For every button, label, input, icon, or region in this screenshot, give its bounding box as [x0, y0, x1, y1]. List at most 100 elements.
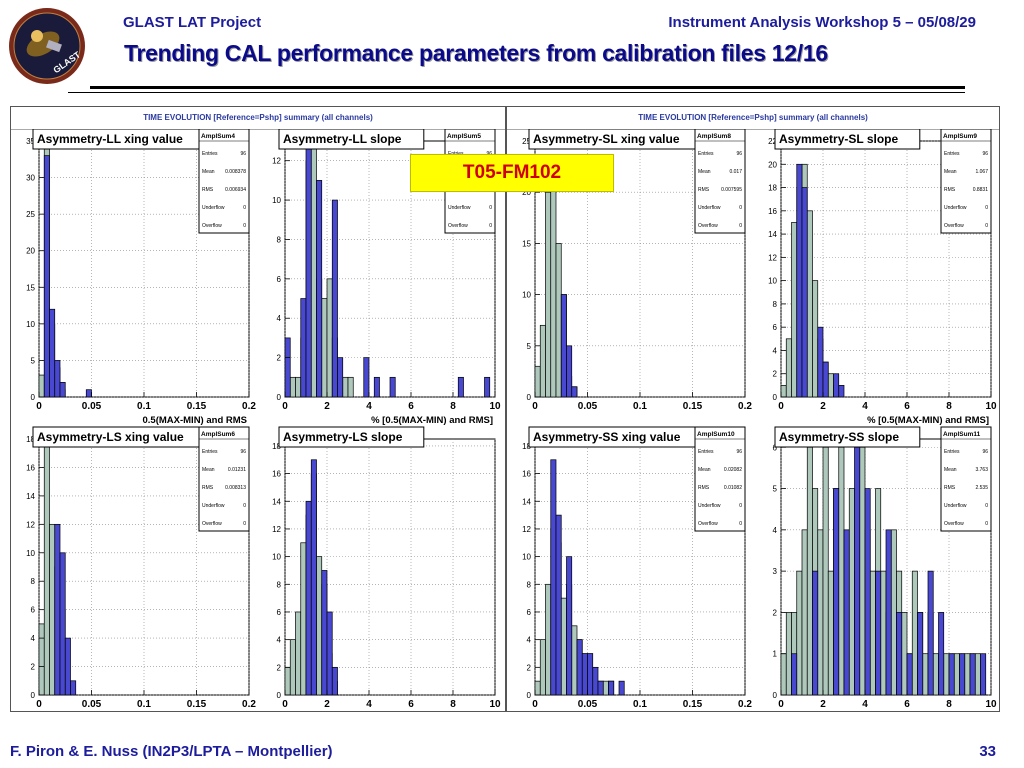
x-tick-label: 0.2 [242, 699, 256, 710]
y-tick-label: 20 [768, 160, 777, 169]
stats-box [198, 129, 250, 234]
stats-value: 0.01082 [724, 485, 742, 491]
stats-label: Underflow [202, 205, 225, 211]
stats-label: Entries [202, 449, 218, 455]
glast-logo-icon: GLAST [9, 8, 85, 84]
histogram-bar [342, 376, 349, 398]
x-tick-label: 0.1 [633, 401, 647, 412]
stats-label: Underflow [698, 205, 721, 211]
histogram-bar [822, 361, 829, 398]
histogram-bar [49, 308, 56, 398]
histogram-bar [812, 570, 819, 696]
x-tick-label: 0.15 [683, 699, 703, 710]
y-tick-label: 10 [522, 291, 531, 300]
x-tick-label: 0 [282, 401, 288, 412]
histogram-bar [331, 666, 338, 696]
stats-box [940, 426, 992, 532]
y-tick-label: 2 [527, 663, 532, 672]
histogram-bar [806, 210, 813, 398]
stats-label: RMS [202, 187, 214, 193]
y-tick-label: 12 [272, 157, 281, 166]
x-tick-label: 0.2 [738, 401, 752, 412]
title-rule [90, 86, 965, 89]
x-tick-label: 2 [324, 699, 330, 710]
x-tick-label: 0.2 [738, 699, 752, 710]
histogram-bar [539, 639, 546, 696]
stats-title: AmplSum5 [447, 133, 481, 140]
stats-value: 96 [982, 151, 988, 157]
footer-authors: F. Piron & E. Nuss (IN2P3/LPTA – Montpel… [10, 743, 333, 760]
histogram-bar [917, 612, 924, 696]
y-tick-label: 4 [773, 526, 778, 535]
histogram-panel: 0 2 4 6 8 10 0 2 4 6 8 10 12 14 16 18 20 22 % [0.5(MAX-MIN… [768, 129, 997, 426]
y-tick-label: 5 [527, 342, 532, 351]
y-tick-label: 6 [277, 608, 282, 617]
histogram-bar [618, 680, 625, 696]
x-tick-label: 10 [985, 401, 997, 412]
y-tick-label: 4 [31, 634, 36, 643]
histogram-bar [576, 639, 583, 696]
canvas-title: TIME EVOLUTION [Reference=Pshp] summary … [507, 107, 999, 130]
histogram-bar [289, 376, 296, 398]
histogram-bar [812, 280, 819, 398]
y-tick-label: 20 [26, 247, 35, 256]
right-canvas: TIME EVOLUTION [Reference=Pshp] summary … [506, 106, 1000, 712]
histogram-title: Asymmetry-SS slope [779, 430, 899, 444]
histogram-bar [484, 376, 491, 398]
x-tick-label: 0.1 [137, 401, 151, 412]
project-name: GLAST LAT Project [123, 14, 262, 31]
y-tick-label: 8 [277, 235, 282, 244]
y-tick-label: 16 [522, 470, 531, 479]
histogram-bar [49, 523, 56, 696]
x-tick-label: 10 [489, 401, 501, 412]
y-tick-label: 6 [773, 323, 778, 332]
stats-value: 0 [739, 205, 742, 211]
histogram-title-box [278, 426, 425, 448]
stats-label: RMS [698, 187, 710, 193]
histogram-bar [838, 385, 845, 398]
histogram-bar [545, 191, 552, 398]
y-tick-label: 12 [768, 253, 777, 262]
histogram-title: Asymmetry-SL slope [779, 132, 898, 146]
stats-box [694, 426, 746, 532]
histogram-bar [305, 500, 312, 696]
x-tick-label: 0.05 [578, 401, 598, 412]
y-tick-label: 15 [522, 239, 531, 248]
histogram-bar [38, 623, 45, 696]
stats-value: 0 [985, 521, 988, 527]
stats-value: 3.763 [975, 467, 988, 473]
histogram-bar [54, 523, 61, 696]
histogram-bar [316, 180, 323, 398]
stats-label: Overflow [698, 223, 718, 229]
y-tick-label: 6 [527, 608, 532, 617]
histogram-bar [911, 570, 918, 696]
y-tick-label: 6 [31, 606, 36, 615]
histogram-bar [300, 298, 307, 398]
stats-label: Mean [698, 169, 711, 175]
histogram-title-box [774, 426, 921, 448]
histogram-bar [827, 373, 834, 398]
x-tick-label: 2 [324, 401, 330, 412]
y-tick-label: 8 [527, 580, 532, 589]
stats-value: 0.017 [729, 169, 742, 175]
y-tick-label: 30 [26, 174, 35, 183]
stats-label: Mean [698, 467, 711, 473]
y-tick-label: 4 [773, 346, 778, 355]
histogram-title: Asymmetry-LL slope [283, 132, 402, 146]
histogram-bar [922, 653, 929, 696]
histogram-bar [289, 639, 296, 696]
histogram-bar [906, 653, 913, 696]
histogram-bar [566, 345, 573, 398]
y-tick-label: 4 [277, 636, 282, 645]
y-tick-label: 16 [768, 207, 777, 216]
x-tick-label: 0.05 [82, 699, 102, 710]
x-tick-label: 0 [778, 401, 784, 412]
y-tick-label: 14 [522, 497, 531, 506]
x-tick-label: 10 [985, 699, 997, 710]
y-tick-label: 25 [26, 210, 35, 219]
stats-label: Overflow [944, 521, 964, 527]
workshop-name: Instrument Analysis Workshop 5 – 05/08/2… [668, 14, 976, 31]
histogram-bar [964, 653, 971, 696]
y-tick-label: 12 [522, 525, 531, 534]
